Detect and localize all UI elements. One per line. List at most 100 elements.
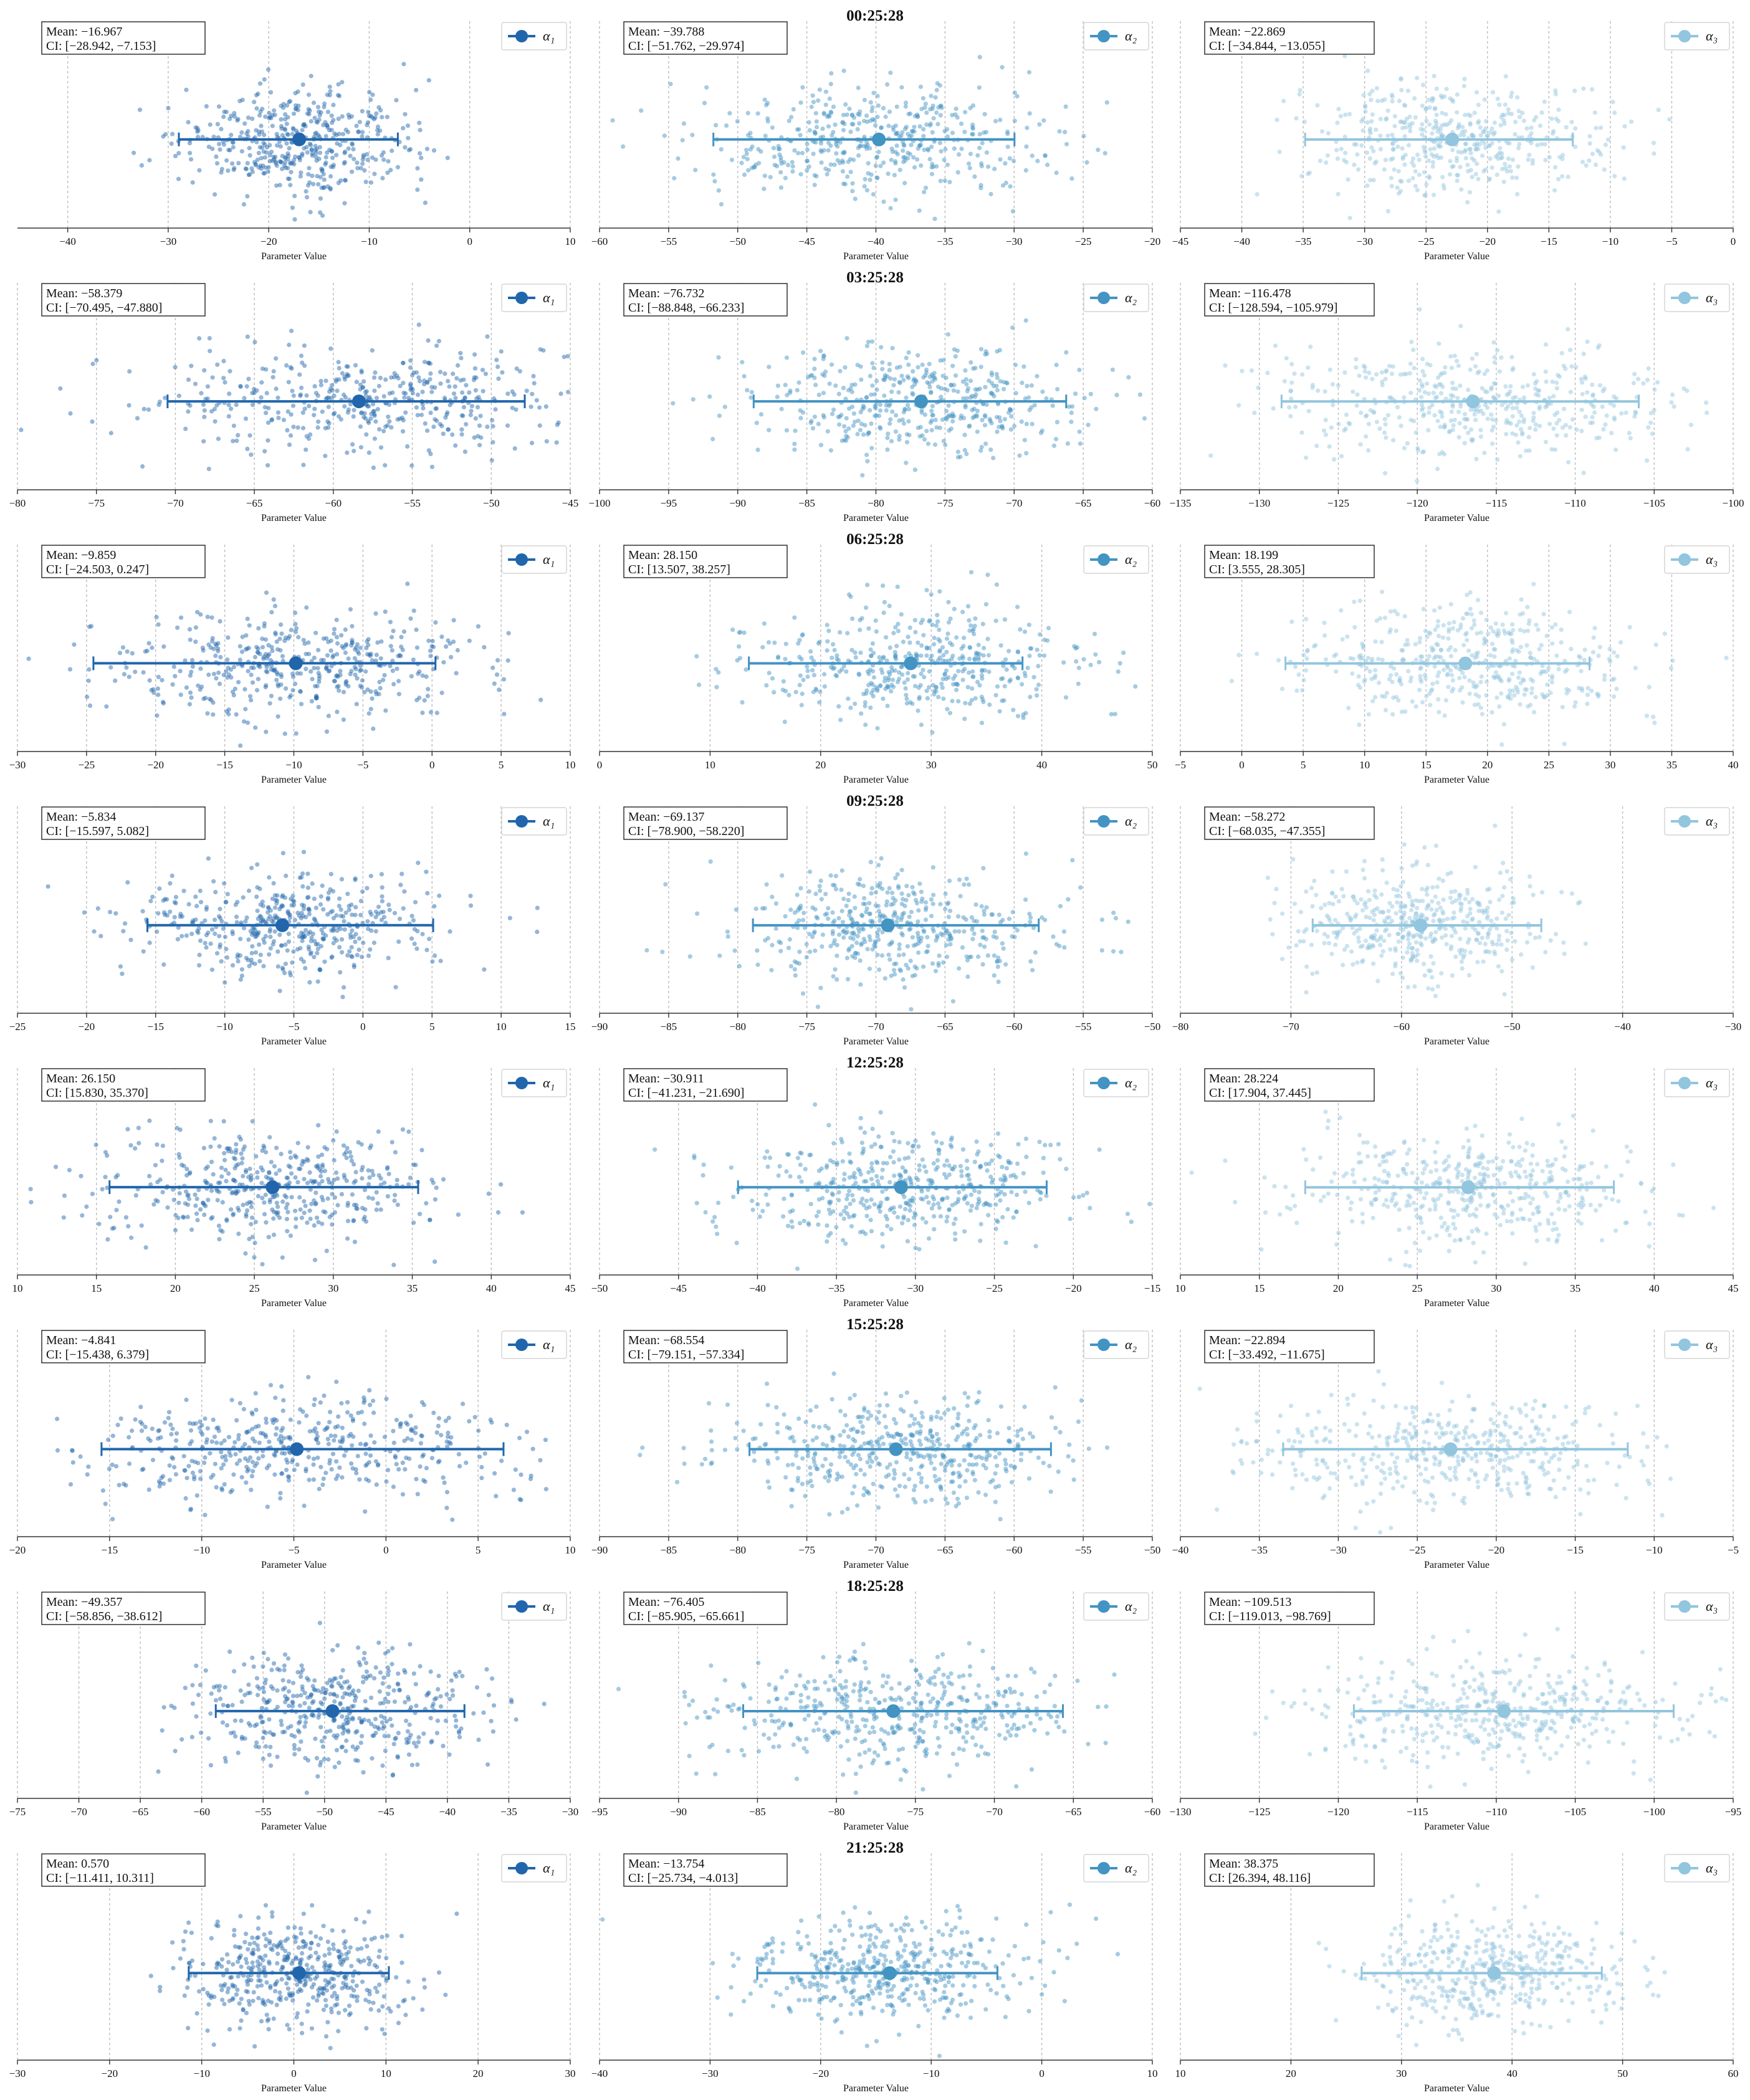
scatter-point	[363, 669, 368, 674]
scatter-point	[1397, 191, 1401, 196]
scatter-point	[962, 432, 967, 437]
scatter-point	[1597, 436, 1602, 440]
scatter-point	[1556, 177, 1561, 181]
scatter-point	[1528, 449, 1532, 453]
scatter-point	[1366, 448, 1370, 452]
scatter-point	[1417, 158, 1422, 162]
scatter-point	[1030, 153, 1035, 158]
scatter-point	[267, 875, 271, 879]
scatter-point	[329, 149, 333, 153]
scatter-point	[930, 962, 935, 966]
scatter-point	[998, 379, 1003, 383]
scatter-point	[209, 942, 213, 946]
scatter-point	[1536, 628, 1540, 632]
scatter-point	[950, 699, 954, 703]
scatter-point	[1551, 379, 1555, 384]
scatter-point	[1372, 178, 1376, 182]
scatter-point	[1525, 605, 1529, 609]
scatter-point	[1462, 77, 1466, 81]
scatter-point	[1116, 669, 1121, 674]
scatter-point	[1468, 692, 1472, 696]
scatter-point	[328, 346, 333, 351]
scatter-point	[973, 616, 977, 621]
scatter-point	[963, 448, 967, 452]
scatter-point	[891, 346, 895, 350]
scatter-point	[1014, 391, 1018, 395]
scatter-point	[279, 623, 283, 627]
scatter-point	[1519, 427, 1523, 431]
scatter-point	[1300, 688, 1304, 692]
scatter-point	[432, 148, 436, 153]
scatter-point	[1485, 133, 1489, 138]
scatter-point	[1426, 428, 1430, 432]
scatter-point	[360, 109, 365, 113]
scatter-point	[1522, 629, 1526, 634]
scatter-point	[170, 132, 175, 136]
scatter-point	[380, 115, 384, 119]
scatter-point	[1384, 436, 1388, 440]
scatter-point	[1374, 128, 1378, 132]
scatter-point	[919, 85, 923, 89]
scatter-point	[967, 645, 972, 649]
scatter-point	[409, 674, 414, 679]
scatter-point	[928, 157, 932, 161]
scatter-point	[874, 388, 879, 392]
scatter-point	[1606, 138, 1610, 142]
scatter-point	[198, 889, 203, 893]
scatter-point	[845, 631, 849, 636]
scatter-point	[232, 168, 236, 172]
scatter-point	[1518, 115, 1522, 119]
scatter-point	[934, 685, 939, 690]
scatter-point	[968, 623, 973, 628]
scatter-point	[208, 336, 212, 340]
scatter-point	[863, 723, 868, 727]
scatter-point	[1057, 129, 1061, 133]
scatter-point	[218, 655, 222, 659]
scatter-point	[376, 132, 380, 136]
scatter-point	[191, 180, 195, 184]
scatter-point	[934, 623, 939, 628]
scatter-point	[201, 439, 206, 444]
scatter-point	[249, 866, 254, 870]
scatter-point	[417, 121, 421, 125]
scatter-point	[1373, 695, 1377, 699]
scatter-point	[337, 684, 341, 689]
scatter-point	[1094, 407, 1098, 411]
scatter-point	[925, 689, 929, 693]
scatter-point	[87, 667, 91, 672]
scatter-point	[425, 429, 429, 433]
scatter-point	[1455, 92, 1460, 97]
scatter-point	[317, 674, 322, 678]
scatter-point	[340, 950, 344, 955]
scatter-point	[808, 649, 813, 654]
scatter-point	[942, 387, 947, 391]
scatter-point	[1399, 88, 1403, 92]
scatter-point	[1350, 671, 1354, 675]
scatter-point	[714, 667, 718, 671]
scatter-point	[1360, 117, 1365, 121]
scatter-point	[292, 393, 296, 398]
scatter-point	[388, 620, 393, 624]
scatter-point	[871, 669, 875, 674]
scatter-point	[963, 368, 967, 373]
scatter-point	[420, 932, 424, 936]
scatter-point	[1470, 612, 1474, 616]
legend-label: α₃	[1706, 290, 1718, 305]
scatter-point	[779, 161, 783, 166]
scatter-point	[932, 116, 936, 120]
scatter-point	[1405, 441, 1410, 446]
scatter-point	[764, 103, 768, 107]
scatter-point	[529, 404, 533, 409]
scatter-point	[337, 117, 341, 121]
scatter-point	[1655, 380, 1660, 384]
scatter-point	[218, 147, 222, 151]
scatter-point	[1332, 457, 1336, 462]
scatter-point	[296, 108, 300, 112]
scatter-point	[291, 424, 295, 429]
scatter-point	[459, 427, 464, 432]
scatter-point	[1000, 424, 1004, 428]
scatter-point	[1463, 675, 1467, 679]
scatter-point	[1365, 151, 1369, 155]
scatter-point	[1532, 710, 1536, 714]
scatter-point	[427, 78, 431, 82]
